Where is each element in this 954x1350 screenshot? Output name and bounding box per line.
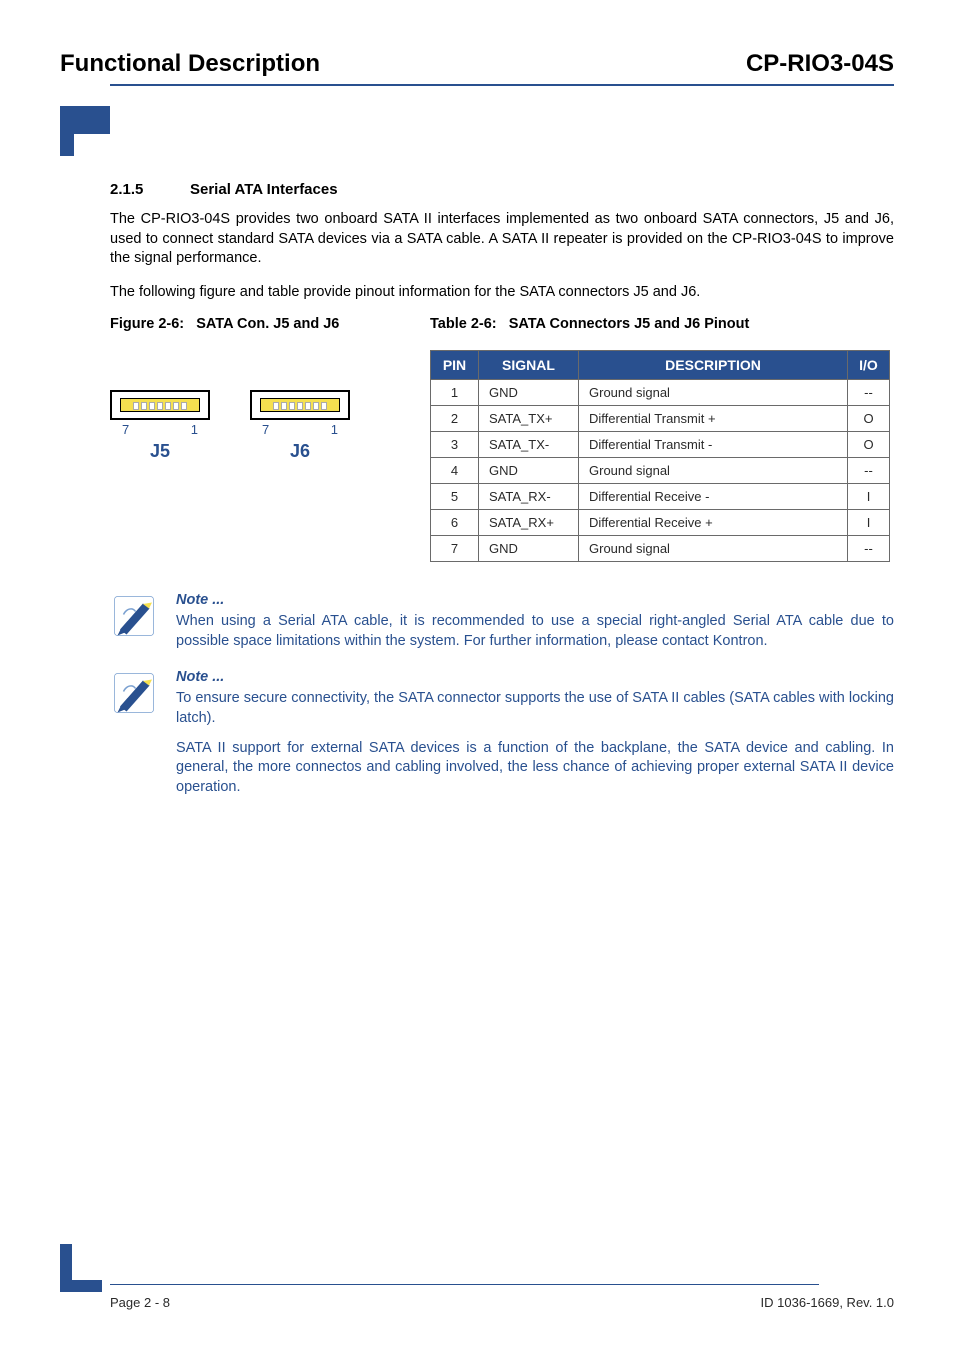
captions-row: Figure 2-6: SATA Con. J5 and J6 Table 2-… xyxy=(110,316,894,332)
paragraph-1: The CP-RIO3-04S provides two onboard SAT… xyxy=(110,210,894,269)
table-row: 2 SATA_TX+ Differential Transmit + O xyxy=(431,406,890,432)
header-right-title: CP-RIO3-04S xyxy=(746,50,894,78)
note-1-text: When using a Serial ATA cable, it is rec… xyxy=(176,612,894,651)
connectors-figure: 7 1 J5 7 1 J6 xyxy=(110,390,430,462)
paragraph-2: The following figure and table provide p… xyxy=(110,283,894,303)
table-row: 4 GND Ground signal -- xyxy=(431,458,890,484)
table-caption-text: SATA Connectors J5 and J6 Pinout xyxy=(509,316,750,332)
j5-pin-left: 7 xyxy=(122,422,129,437)
table-row: 3 SATA_TX- Differential Transmit - O xyxy=(431,432,890,458)
pinout-tbody: 1 GND Ground signal -- 2 SATA_TX+ Differ… xyxy=(431,380,890,562)
note-2a-text: To ensure secure connectivity, the SATA … xyxy=(176,689,894,728)
note-icon xyxy=(110,669,158,717)
figure-caption-prefix: Figure 2-6: xyxy=(110,316,184,332)
j5-pin-right: 1 xyxy=(191,422,198,437)
page-header: Functional Description CP-RIO3-04S xyxy=(60,50,894,78)
table-area: PIN SIGNAL DESCRIPTION I/O 1 GND Ground … xyxy=(430,350,894,562)
page-footer: Page 2 - 8 ID 1036-1669, Rev. 1.0 xyxy=(60,1284,894,1311)
note-heading: Note ... xyxy=(176,669,894,685)
connector-j6: 7 1 J6 xyxy=(250,390,350,462)
table-caption: Table 2-6: SATA Connectors J5 and J6 Pin… xyxy=(430,316,749,332)
th-signal: SIGNAL xyxy=(479,351,579,380)
header-rule xyxy=(110,84,894,86)
footer-logo xyxy=(60,1244,102,1292)
j6-label: J6 xyxy=(290,441,310,462)
th-io: I/O xyxy=(848,351,890,380)
header-left-title: Functional Description xyxy=(60,50,320,78)
footer-rule xyxy=(110,1284,819,1286)
note-2b-text: SATA II support for external SATA device… xyxy=(176,739,894,798)
note-block-1: Note ... When using a Serial ATA cable, … xyxy=(110,592,894,651)
th-description: DESCRIPTION xyxy=(579,351,848,380)
j5-label: J5 xyxy=(150,441,170,462)
figure-caption: Figure 2-6: SATA Con. J5 and J6 xyxy=(110,316,430,332)
brand-logo xyxy=(60,106,894,156)
table-caption-prefix: Table 2-6: xyxy=(430,316,497,332)
table-row: 5 SATA_RX- Differential Receive - I xyxy=(431,484,890,510)
figure-caption-text: SATA Con. J5 and J6 xyxy=(196,316,339,332)
note-block-2: Note ... To ensure secure connectivity, … xyxy=(110,669,894,807)
footer-page-number: Page 2 - 8 xyxy=(110,1295,170,1310)
footer-doc-id: ID 1036-1669, Rev. 1.0 xyxy=(761,1295,894,1310)
note-icon xyxy=(110,592,158,640)
table-row: 1 GND Ground signal -- xyxy=(431,380,890,406)
connector-j5: 7 1 J5 xyxy=(110,390,210,462)
figure-area: 7 1 J5 7 1 J6 xyxy=(110,350,430,562)
figure-table-row: 7 1 J5 7 1 J6 xyxy=(110,350,894,562)
section-heading: 2.1.5 Serial ATA Interfaces xyxy=(110,181,894,198)
note-heading: Note ... xyxy=(176,592,894,608)
table-row: 6 SATA_RX+ Differential Receive + I xyxy=(431,510,890,536)
th-pin: PIN xyxy=(431,351,479,380)
j6-pin-right: 1 xyxy=(331,422,338,437)
section-number: 2.1.5 xyxy=(110,181,190,198)
j6-pin-left: 7 xyxy=(262,422,269,437)
table-row: 7 GND Ground signal -- xyxy=(431,536,890,562)
pinout-table: PIN SIGNAL DESCRIPTION I/O 1 GND Ground … xyxy=(430,350,890,562)
section-title: Serial ATA Interfaces xyxy=(190,181,338,198)
